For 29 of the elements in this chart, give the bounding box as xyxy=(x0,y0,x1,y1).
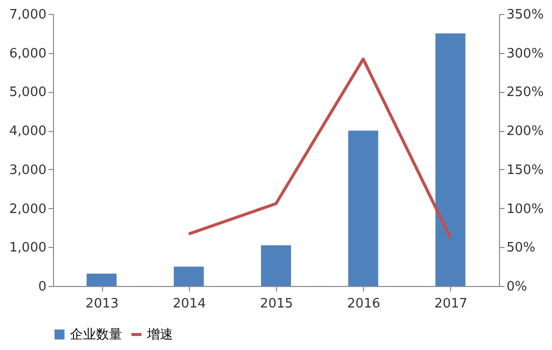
y-tick-label: 6,000 xyxy=(9,46,46,62)
y-tick-label: 7,000 xyxy=(9,8,46,22)
bar xyxy=(174,266,204,286)
x-tick-label: 2013 xyxy=(86,296,119,312)
line-series xyxy=(187,58,452,240)
bar xyxy=(348,130,378,286)
y-tick-label: 0 xyxy=(38,280,46,294)
x-tick-label: 2015 xyxy=(260,296,294,312)
x-tick-label: 2016 xyxy=(347,296,380,312)
y2-tick-label: 250% xyxy=(506,85,544,100)
x-tick-label: 2014 xyxy=(172,296,206,312)
y2-tick-label: 150% xyxy=(506,162,544,178)
bar xyxy=(261,245,291,286)
x-tick-label: 2017 xyxy=(434,296,468,312)
y-tick-label: 3,000 xyxy=(9,162,46,178)
y2-tick-label: 50% xyxy=(506,240,536,256)
y-tick-label: 2,000 xyxy=(9,202,46,217)
y-tick-label: 4,000 xyxy=(9,124,46,140)
bar xyxy=(86,274,117,286)
y2-tick-label: 0% xyxy=(506,280,528,294)
y-tick-label: 5,000 xyxy=(9,85,46,100)
y2-tick-label: 100% xyxy=(506,202,544,217)
bar xyxy=(435,33,466,286)
y2-tick-label: 200% xyxy=(506,124,544,140)
y-tick-label: 1,000 xyxy=(9,240,46,256)
legend-label: 企业数量 xyxy=(70,328,122,342)
y2-tick-label: 350% xyxy=(506,8,544,22)
legend-label: 增速 xyxy=(146,328,173,342)
y2-tick-label: 300% xyxy=(506,46,544,62)
